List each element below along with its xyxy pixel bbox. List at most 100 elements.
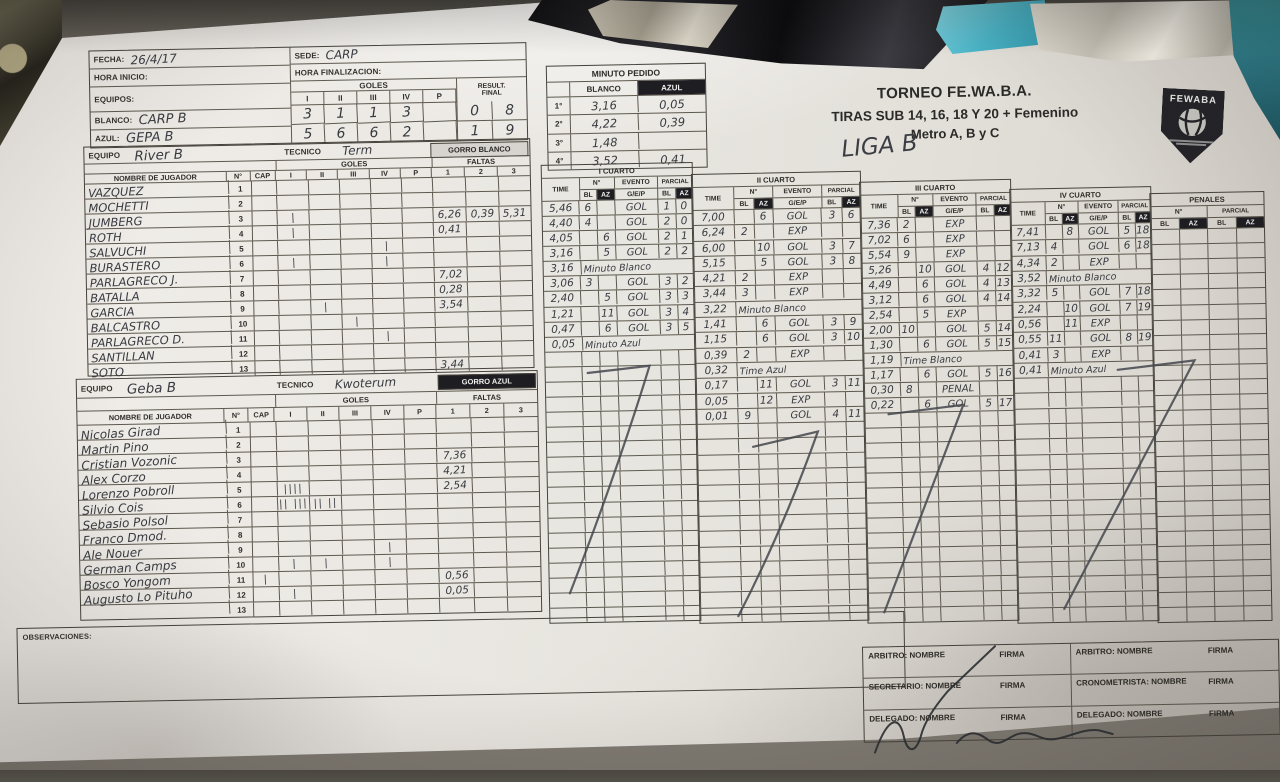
tecnico-name: Kwoterum (334, 374, 397, 392)
event-num-azul (1069, 591, 1087, 607)
event-type: GOL (935, 320, 979, 337)
partial-blanco: 4 (977, 275, 996, 291)
event-num-azul (921, 517, 940, 532)
event-type (936, 410, 981, 427)
penal-cell (1243, 591, 1271, 606)
player-number: 3 (229, 211, 254, 226)
partial-blanco: 2 (658, 244, 677, 260)
liga-handwritten: LIGA B (840, 130, 919, 163)
penal-cell (1157, 546, 1186, 562)
event-time: 6,24 (692, 224, 736, 242)
player-cap-mark (251, 496, 279, 512)
player-goal-marks: || ||| (277, 495, 311, 512)
event-time (549, 592, 588, 609)
player-foul-time (436, 417, 472, 434)
player-number: 4 (227, 467, 252, 482)
player-goal-marks (405, 448, 439, 464)
partial-azul (848, 544, 867, 559)
player-goal-marks (405, 433, 438, 449)
player-number: 1 (228, 181, 253, 196)
player-goal-marks (372, 419, 406, 435)
blanco-goles-q1: 3 (291, 104, 326, 126)
partial-blanco: 3 (659, 304, 679, 320)
player-goal-marks (277, 465, 311, 482)
event-time: 5,46 (542, 200, 581, 217)
partial-azul (849, 590, 868, 605)
player-goal-marks (403, 282, 436, 298)
player-goal-marks (309, 254, 342, 270)
player-foul-time (507, 552, 540, 567)
firma-role-label: SECRETARIO: NOMBRE (868, 681, 962, 692)
player-goal-marks (374, 509, 408, 525)
event-time (1014, 423, 1050, 440)
player-cap-mark (250, 421, 278, 437)
event-type (618, 379, 662, 396)
event-time: 7,36 (860, 217, 899, 234)
player-goal-marks (310, 284, 343, 300)
event-time (549, 562, 587, 579)
roster-col-header: 2 (470, 403, 505, 418)
event-type (778, 452, 828, 470)
event-num-blanco (1046, 301, 1065, 317)
penal-cell (1179, 229, 1209, 244)
partial-blanco (981, 485, 1000, 501)
player-goal-marks (341, 298, 374, 315)
event-num-blanco (583, 426, 603, 442)
penal-cell (1240, 409, 1268, 424)
blanco-goles-p (423, 102, 458, 123)
player-foul-time (438, 492, 473, 509)
partial-blanco (1121, 345, 1139, 361)
event-num-blanco (1051, 530, 1069, 546)
penal-cell (1211, 394, 1240, 410)
partial-blanco: 8 (1120, 330, 1138, 346)
event-type: GOL (1078, 238, 1120, 255)
event-type (621, 530, 665, 547)
event-num-blanco (904, 577, 924, 593)
event-time (698, 515, 741, 532)
roster-col-header: II (306, 406, 340, 421)
player-foul-time: 6,26 (433, 206, 467, 223)
player-foul-time (506, 507, 539, 522)
event-time (1014, 439, 1051, 455)
player-goal-marks: | (375, 539, 408, 555)
event-time: 4,21 (693, 270, 736, 287)
event-type (780, 590, 830, 607)
event-num-azul: 6 (756, 331, 777, 347)
event-type: GOL (616, 289, 661, 306)
firma-label: FIRMA (1207, 645, 1234, 656)
event-num-blanco (741, 576, 762, 592)
event-num-azul: 6 (597, 230, 616, 246)
roster-col-header: 3 (511, 166, 516, 176)
penal-cell (1215, 606, 1245, 621)
event-type (1084, 544, 1126, 561)
partial-azul: 8 (848, 254, 856, 268)
roster-col-header: N° (224, 408, 249, 422)
player-goal-marks: | (279, 555, 312, 572)
penal-cell (1153, 380, 1183, 396)
player-goal-marks (277, 450, 310, 467)
player-goal-marks (342, 524, 376, 541)
penal-cell (1156, 501, 1186, 517)
blanco-goles-q3: 1 (357, 103, 392, 124)
event-num-blanco (738, 423, 759, 439)
roster-col-header: I (274, 407, 308, 422)
partial-azul (680, 425, 697, 440)
event-num-azul: 6 (918, 397, 938, 412)
event-type: EXP (774, 269, 824, 286)
player-foul-time (472, 522, 508, 538)
event-time: 1,19 (863, 352, 902, 369)
player-foul-time: 3,44 (435, 356, 470, 373)
event-num-azul (599, 350, 619, 366)
partial-blanco (825, 421, 847, 438)
player-cap-mark (253, 586, 281, 602)
event-num-blanco (737, 393, 759, 409)
event-time: 4,40 (542, 215, 581, 232)
event-num-blanco: 8 (900, 382, 920, 398)
event-num-azul: 12 (757, 392, 778, 408)
player-cap-mark (254, 300, 281, 316)
sede-label: SEDE: (294, 50, 320, 61)
penal-cell (1241, 470, 1269, 485)
penal-cell (1212, 455, 1242, 470)
player-foul-time (467, 281, 501, 297)
penal-cell (1214, 591, 1244, 606)
